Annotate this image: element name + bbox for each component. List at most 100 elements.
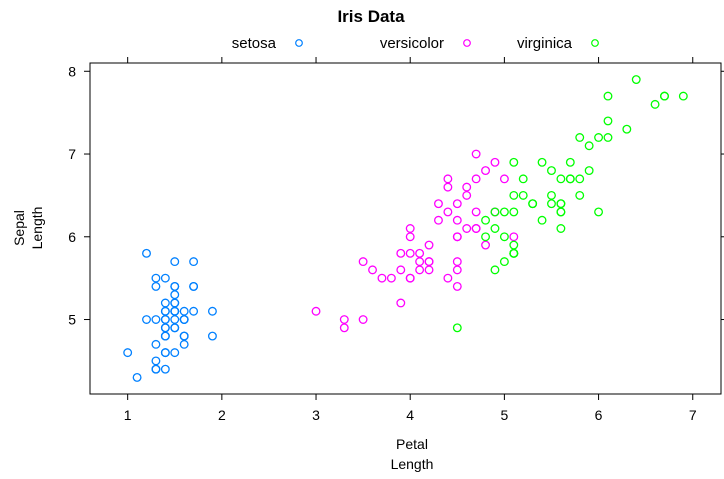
point-setosa — [180, 332, 188, 340]
point-virginica — [510, 159, 518, 167]
point-setosa — [162, 307, 170, 315]
point-setosa — [152, 274, 160, 282]
point-setosa — [124, 349, 132, 357]
point-setosa — [171, 291, 179, 299]
point-virginica — [661, 92, 669, 100]
x-tick-label: 7 — [689, 407, 697, 423]
point-versicolor — [388, 274, 396, 282]
point-setosa — [180, 316, 188, 324]
point-versicolor — [482, 241, 490, 249]
y-tick-label: 6 — [68, 229, 76, 245]
point-virginica — [632, 76, 640, 84]
point-setosa — [162, 324, 170, 332]
y-tick-label: 7 — [68, 146, 76, 162]
point-versicolor — [369, 266, 377, 274]
point-versicolor — [453, 233, 461, 241]
y-axis-label-line-2: Length — [29, 207, 45, 250]
point-virginica — [510, 241, 518, 249]
point-virginica — [548, 167, 556, 175]
plot-panel — [90, 63, 721, 394]
point-virginica — [453, 324, 461, 332]
point-setosa — [190, 283, 198, 291]
point-virginica — [576, 134, 584, 142]
point-virginica — [567, 175, 575, 183]
point-setosa — [152, 365, 160, 373]
point-virginica — [604, 92, 612, 100]
legend-marker-versicolor — [464, 40, 471, 47]
y-axis: 5678 — [68, 63, 724, 327]
x-axis-label-line-1: Petal — [396, 436, 428, 452]
point-setosa — [209, 332, 217, 340]
point-setosa — [152, 316, 160, 324]
point-versicolor — [472, 175, 480, 183]
point-virginica — [491, 208, 499, 216]
point-virginica — [604, 117, 612, 125]
point-versicolor — [463, 192, 471, 200]
point-versicolor — [453, 266, 461, 274]
point-virginica — [557, 175, 565, 183]
point-setosa — [143, 250, 151, 258]
point-setosa — [133, 374, 141, 382]
chart-title: Iris Data — [337, 7, 405, 26]
point-versicolor — [501, 175, 509, 183]
point-virginica — [557, 208, 565, 216]
point-setosa — [171, 283, 179, 291]
point-virginica — [557, 200, 565, 208]
legend-label-setosa: setosa — [232, 35, 277, 52]
point-setosa — [162, 316, 170, 324]
point-setosa — [152, 283, 160, 291]
point-setosa — [162, 274, 170, 282]
point-setosa — [171, 299, 179, 307]
point-setosa — [171, 324, 179, 332]
point-virginica — [491, 266, 499, 274]
legend-label-versicolor: versicolor — [380, 35, 444, 52]
point-versicolor — [453, 200, 461, 208]
point-setosa — [162, 365, 170, 373]
point-versicolor — [472, 150, 480, 158]
point-versicolor — [453, 283, 461, 291]
legend-label-virginica: virginica — [517, 35, 573, 52]
point-versicolor — [406, 274, 414, 282]
y-tick-label: 8 — [68, 63, 76, 79]
point-versicolor — [397, 266, 405, 274]
point-versicolor — [472, 225, 480, 233]
point-virginica — [680, 92, 688, 100]
point-versicolor — [406, 250, 414, 258]
point-versicolor — [482, 167, 490, 175]
point-versicolor — [359, 258, 367, 266]
point-versicolor — [491, 159, 499, 167]
point-versicolor — [444, 183, 452, 191]
point-virginica — [510, 192, 518, 200]
point-versicolor — [435, 216, 443, 224]
point-setosa — [162, 332, 170, 340]
point-virginica — [519, 192, 527, 200]
point-setosa — [190, 258, 198, 266]
point-versicolor — [444, 175, 452, 183]
point-virginica — [548, 192, 556, 200]
point-versicolor — [312, 307, 320, 315]
point-virginica — [548, 200, 556, 208]
point-setosa — [152, 341, 160, 349]
point-versicolor — [425, 266, 433, 274]
point-versicolor — [453, 216, 461, 224]
point-setosa — [171, 258, 179, 266]
x-tick-label: 4 — [406, 407, 414, 423]
point-versicolor — [416, 266, 424, 274]
point-versicolor — [340, 324, 348, 332]
point-virginica — [604, 134, 612, 142]
point-virginica — [595, 208, 603, 216]
point-versicolor — [444, 274, 452, 282]
point-setosa — [162, 349, 170, 357]
x-tick-label: 2 — [218, 407, 226, 423]
point-versicolor — [340, 316, 348, 324]
legend-marker-virginica — [592, 40, 599, 47]
point-versicolor — [416, 250, 424, 258]
point-virginica — [576, 175, 584, 183]
x-tick-label: 1 — [124, 407, 132, 423]
point-versicolor — [416, 258, 424, 266]
x-tick-label: 6 — [595, 407, 603, 423]
x-axis-label-line-2: Length — [391, 456, 434, 472]
point-versicolor — [425, 258, 433, 266]
point-virginica — [529, 200, 537, 208]
